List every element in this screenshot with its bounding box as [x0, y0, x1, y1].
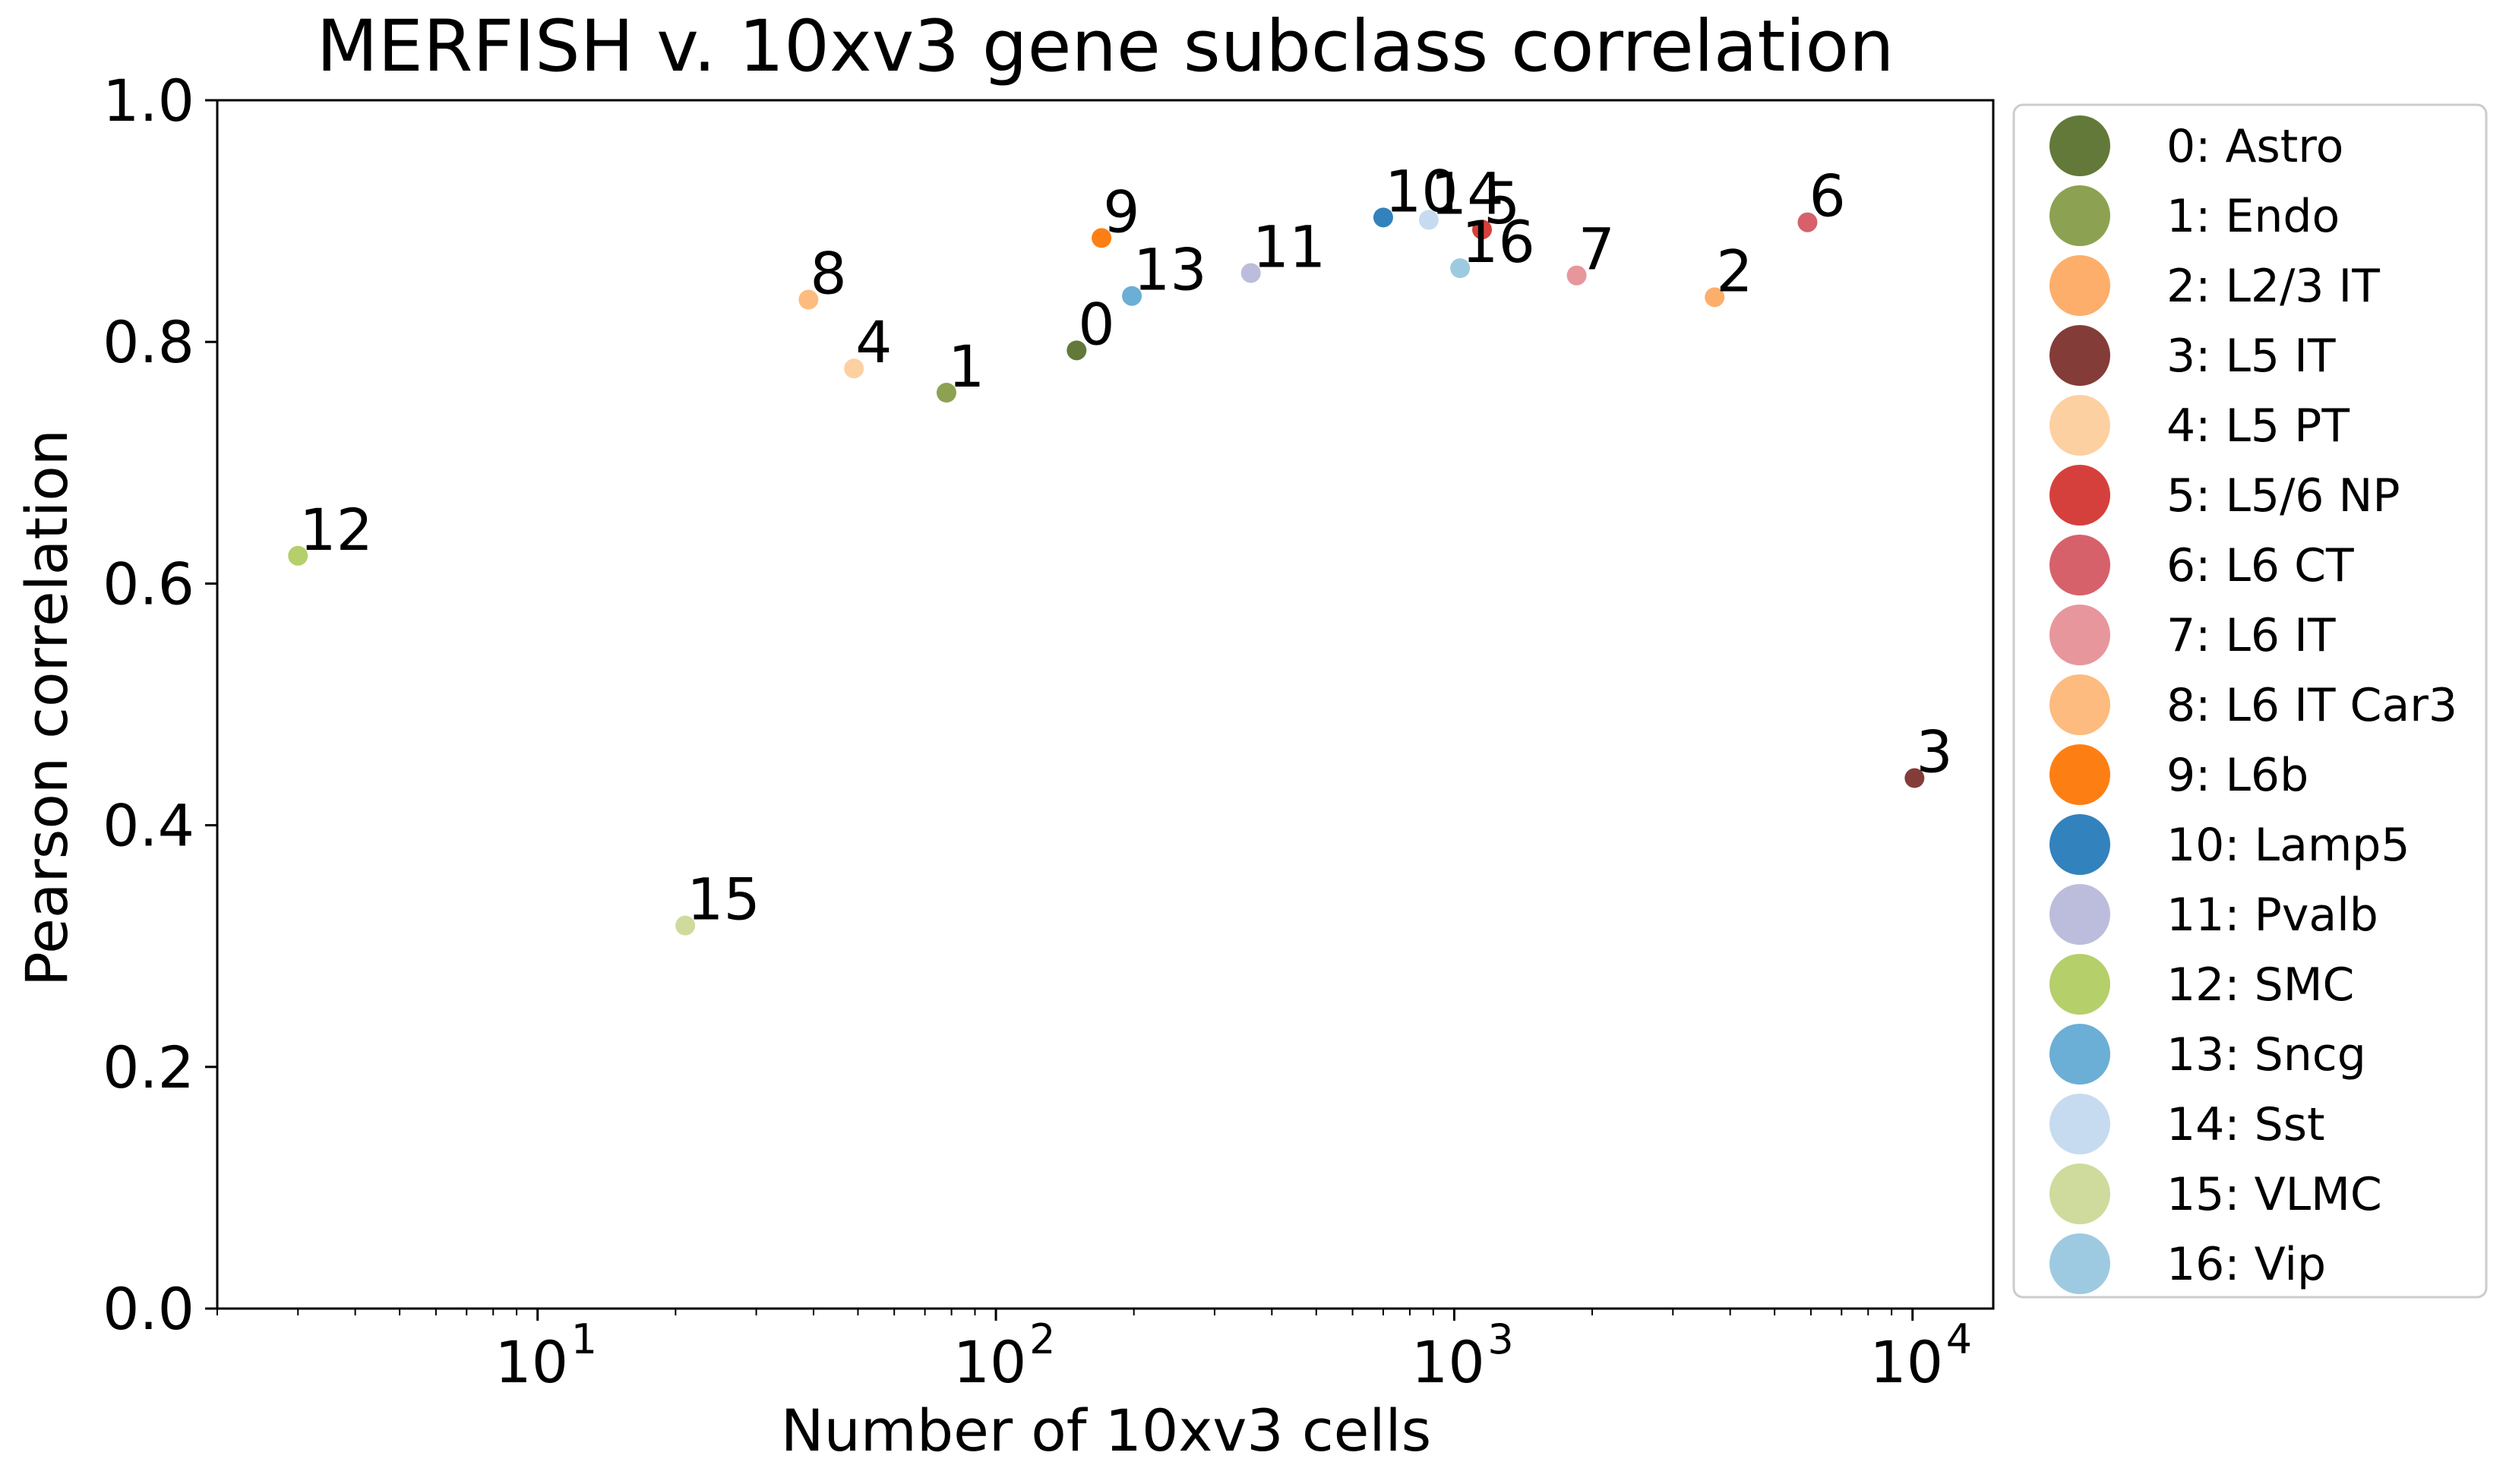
scatter-point-13: [1122, 286, 1142, 306]
point-label-0: 0: [1078, 290, 1114, 358]
scatter-point-5: [1472, 219, 1493, 240]
data-points: [288, 207, 1925, 936]
legend-marker-14: [2049, 1094, 2110, 1154]
legend-label-9: 9: L6b: [2166, 749, 2308, 802]
legend-label-4: 4: L5 PT: [2166, 399, 2350, 453]
x-tick-label: 10: [495, 1328, 568, 1396]
x-tick-label: 10: [953, 1328, 1027, 1396]
x-tick-exponent: 1: [571, 1315, 597, 1363]
legend-label-5: 5: L5/6 NP: [2166, 469, 2400, 523]
scatter-point-3: [1904, 768, 1925, 788]
legend-label-6: 6: L6 CT: [2166, 539, 2354, 592]
y-axis-label: Pearson correlation: [13, 429, 81, 987]
legend-label-1: 1: Endo: [2166, 190, 2340, 243]
point-label-3: 3: [1916, 718, 1952, 786]
point-label-2: 2: [1716, 237, 1752, 305]
point-label-1: 1: [948, 333, 984, 400]
y-axis-ticks: 0.0 0.2 0.4 0.6 0.8 1.0: [103, 67, 217, 1343]
point-label-12: 12: [299, 496, 373, 564]
legend-label-14: 14: Sst: [2166, 1098, 2325, 1151]
x-axis-ticks: 10 1 10 2 10 3 10 4: [216, 1309, 1972, 1396]
legend-label-11: 11: Pvalb: [2166, 889, 2378, 942]
x-tick-label: 10: [1411, 1328, 1485, 1396]
legend-marker-4: [2049, 395, 2110, 456]
legend-frame: [2012, 103, 2488, 1299]
legend-label-0: 0: Astro: [2166, 120, 2343, 173]
scatter-point-16: [1450, 258, 1471, 279]
legend-label-16: 16: Vip: [2166, 1238, 2326, 1291]
point-label-15: 15: [687, 866, 760, 933]
point-label-10: 10: [1385, 157, 1458, 225]
point-label-7: 7: [1578, 216, 1615, 283]
scatter-point-7: [1566, 265, 1587, 286]
y-tick-label: 1.0: [103, 67, 194, 134]
scatter-point-2: [1705, 287, 1725, 308]
scatter-point-0: [1067, 340, 1087, 361]
legend-marker-5: [2049, 465, 2110, 526]
legend-marker-13: [2049, 1024, 2110, 1085]
legend: 0: Astro 1: Endo 2: L2/3 IT 3: L5 IT 4: L5 P…: [2012, 103, 2488, 1299]
x-tick-exponent: 3: [1487, 1315, 1513, 1363]
scatter-point-15: [675, 915, 696, 936]
legend-marker-2: [2049, 255, 2110, 316]
legend-label-12: 12: SMC: [2166, 958, 2354, 1012]
legend-marker-8: [2049, 674, 2110, 735]
legend-label-13: 13: Sncg: [2166, 1028, 2366, 1081]
point-label-11: 11: [1253, 213, 1326, 281]
scatter-point-4: [844, 358, 864, 379]
x-axis-label: Number of 10xv3 cells: [781, 1397, 1431, 1464]
scatter-point-12: [288, 545, 308, 566]
point-label-16: 16: [1462, 208, 1535, 276]
legend-marker-16: [2049, 1233, 2110, 1294]
x-tick-exponent: 4: [1946, 1315, 1972, 1363]
x-tick-label: 10: [1869, 1328, 1943, 1396]
scatter-point-11: [1240, 263, 1261, 283]
scatter-point-14: [1418, 210, 1439, 230]
point-label-13: 13: [1133, 236, 1207, 304]
y-tick-label: 0.8: [103, 308, 194, 376]
legend-label-2: 2: L2/3 IT: [2166, 260, 2380, 313]
scatter-point-9: [1092, 228, 1112, 248]
legend-label-7: 7: L6 IT: [2166, 609, 2336, 662]
scatter-point-8: [798, 289, 819, 310]
y-tick-label: 0.0: [103, 1275, 194, 1343]
y-tick-label: 0.4: [103, 792, 194, 860]
point-label-6: 6: [1809, 163, 1846, 230]
legend-marker-9: [2049, 744, 2110, 805]
scatter-point-10: [1373, 207, 1393, 228]
legend-label-10: 10: Lamp5: [2166, 819, 2410, 872]
legend-marker-11: [2049, 884, 2110, 945]
legend-marker-7: [2049, 605, 2110, 665]
legend-marker-6: [2049, 535, 2110, 595]
legend-marker-0: [2049, 115, 2110, 176]
legend-label-3: 3: L5 IT: [2166, 330, 2336, 383]
legend-marker-10: [2049, 814, 2110, 875]
plot-frame: [216, 99, 1995, 1310]
legend-entries: 0: Astro 1: Endo 2: L2/3 IT 3: L5 IT 4: L5 P…: [2049, 115, 2457, 1294]
legend-marker-3: [2049, 325, 2110, 386]
y-tick-label: 0.2: [103, 1034, 194, 1101]
legend-marker-12: [2049, 954, 2110, 1015]
legend-label-15: 15: VLMC: [2166, 1168, 2382, 1221]
point-label-14: 14: [1430, 160, 1504, 228]
legend-label-8: 8: L6 IT Car3: [2166, 679, 2457, 732]
chart-title: MERFISH v. 10xv3 gene subclass correlati…: [316, 5, 1894, 88]
point-label-5: 5: [1484, 169, 1520, 237]
point-label-9: 9: [1103, 178, 1139, 245]
legend-marker-1: [2049, 185, 2110, 246]
point-label-8: 8: [810, 240, 846, 308]
scatter-point-6: [1797, 212, 1818, 232]
y-tick-label: 0.6: [103, 550, 194, 617]
x-tick-exponent: 2: [1029, 1315, 1055, 1363]
point-label-4: 4: [855, 308, 892, 376]
scatter-point-1: [936, 383, 956, 403]
legend-marker-15: [2049, 1164, 2110, 1224]
